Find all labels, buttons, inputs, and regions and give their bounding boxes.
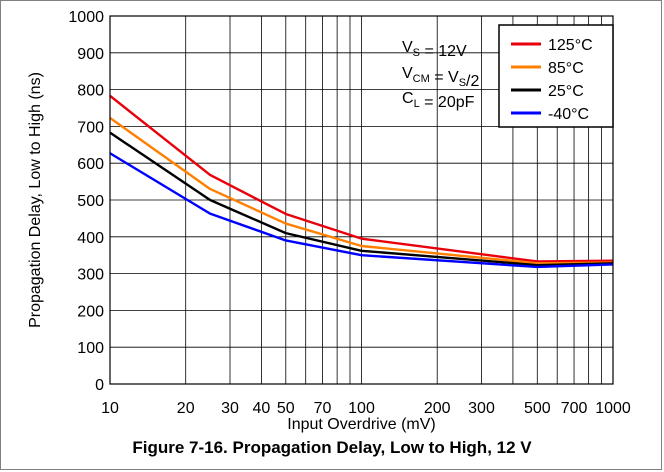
series-line-25c <box>109 131 614 267</box>
annotation-line: VS = 12V <box>402 39 467 60</box>
legend: 125°C 85°C 25°C -40°C <box>498 24 614 128</box>
x-tick-label: 30 <box>221 400 239 417</box>
annotation-subscript: S <box>459 77 466 89</box>
legend-label: 25°C <box>548 83 584 100</box>
annotation-text: = 12V <box>420 43 467 60</box>
x-tick-label: 200 <box>424 400 451 417</box>
plot-border <box>109 15 614 385</box>
legend-label: -40°C <box>548 106 589 123</box>
annotation-text: V <box>402 39 413 56</box>
annotation-line: VCM = VS/2 <box>402 65 479 90</box>
annotation-text: C <box>402 90 414 107</box>
legend-label: 125°C <box>548 37 593 54</box>
annotation-subscript: L <box>414 98 420 110</box>
y-tick-label: 900 <box>77 46 104 63</box>
annotation-subscript: S <box>413 47 420 59</box>
annotation-line: CL = 20pF <box>402 90 475 111</box>
y-tick-label: 100 <box>77 340 104 357</box>
legend-box <box>498 24 614 128</box>
annotation-text: = 20pF <box>420 94 475 111</box>
y-tick-label: 700 <box>77 119 104 136</box>
annotation-text: /2 <box>466 73 479 90</box>
y-tick-label: 500 <box>77 193 104 210</box>
x-tick-label: 10 <box>101 400 119 417</box>
y-tick-label: 800 <box>77 83 104 100</box>
x-tick-label: 1000 <box>595 400 631 417</box>
figure-caption: Figure 7-16. Propagation Delay, Low to H… <box>132 438 532 457</box>
series-line-85c <box>109 116 614 265</box>
x-tick-label: 50 <box>277 400 295 417</box>
x-tick-labels: 10 20 30 40 50 70 100 200 300 500 700 1000 <box>101 400 631 417</box>
series-layer <box>109 94 614 269</box>
x-tick-label: 100 <box>348 400 375 417</box>
x-tick-label: 40 <box>253 400 271 417</box>
propagation-delay-chart: 0 100 200 300 400 500 600 700 800 900 1000 10 20 30 4… <box>27 9 631 433</box>
y-tick-label: 300 <box>77 267 104 284</box>
annotation-subscript: CM <box>413 73 430 85</box>
x-tick-label: 500 <box>524 400 551 417</box>
y-tick-labels: 0 100 200 300 400 500 600 700 800 900 1000 <box>68 9 104 394</box>
series-line-40c <box>109 152 614 269</box>
y-tick-label: 200 <box>77 303 104 320</box>
x-axis-label: Input Overdrive (mV) <box>287 416 435 433</box>
x-tick-label: 70 <box>314 400 332 417</box>
annotation-text: V <box>402 65 413 82</box>
y-axis-label: Propagation Delay, Low to High (ns) <box>27 72 44 328</box>
x-tick-label: 700 <box>561 400 588 417</box>
annotation-text: = V <box>430 69 459 86</box>
y-tick-label: 0 <box>95 377 104 394</box>
x-tick-label: 20 <box>177 400 195 417</box>
y-tick-label: 600 <box>77 156 104 173</box>
x-tick-label: 300 <box>468 400 495 417</box>
y-tick-label: 400 <box>77 230 104 247</box>
series-line-125c <box>109 94 614 263</box>
y-tick-label: 1000 <box>68 9 104 26</box>
legend-label: 85°C <box>548 60 584 77</box>
